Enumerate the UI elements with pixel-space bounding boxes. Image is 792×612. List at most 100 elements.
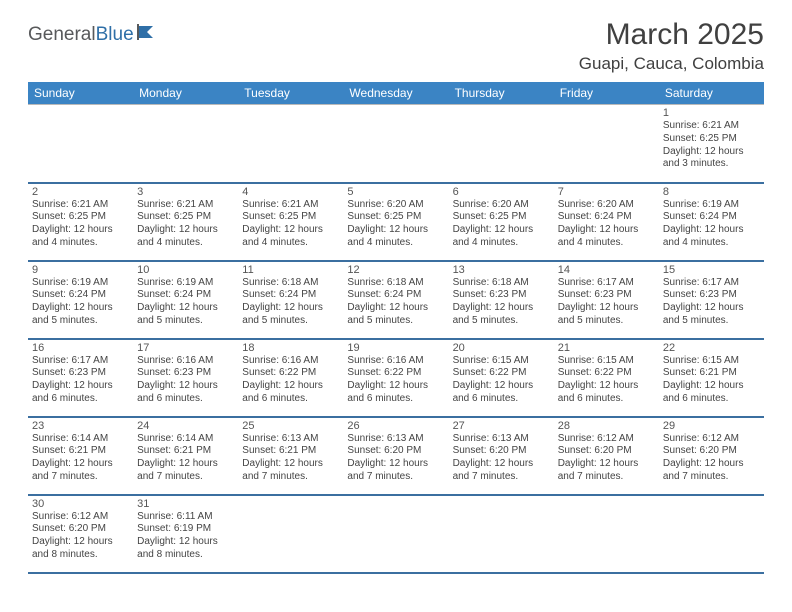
day-number: 20 [453, 342, 550, 354]
day-details: Sunrise: 6:12 AMSunset: 6:20 PMDaylight:… [32, 511, 129, 562]
day-number: 26 [347, 420, 444, 432]
day-number: 21 [558, 342, 655, 354]
calendar-cell: 27Sunrise: 6:13 AMSunset: 6:20 PMDayligh… [449, 417, 554, 495]
day-number: 7 [558, 186, 655, 198]
day-header: Tuesday [238, 82, 343, 105]
day-number: 15 [663, 264, 760, 276]
day-details: Sunrise: 6:11 AMSunset: 6:19 PMDaylight:… [137, 511, 234, 562]
day-details: Sunrise: 6:20 AMSunset: 6:24 PMDaylight:… [558, 199, 655, 250]
day-number: 4 [242, 186, 339, 198]
day-details: Sunrise: 6:18 AMSunset: 6:24 PMDaylight:… [347, 277, 444, 328]
day-number: 5 [347, 186, 444, 198]
day-details: Sunrise: 6:20 AMSunset: 6:25 PMDaylight:… [453, 199, 550, 250]
day-details: Sunrise: 6:15 AMSunset: 6:21 PMDaylight:… [663, 355, 760, 406]
location: Guapi, Cauca, Colombia [579, 54, 764, 74]
calendar-cell: 30Sunrise: 6:12 AMSunset: 6:20 PMDayligh… [28, 495, 133, 573]
day-number: 8 [663, 186, 760, 198]
day-number: 11 [242, 264, 339, 276]
day-header: Monday [133, 82, 238, 105]
month-title: March 2025 [579, 18, 764, 52]
day-details: Sunrise: 6:12 AMSunset: 6:20 PMDaylight:… [663, 433, 760, 484]
calendar-cell: 21Sunrise: 6:15 AMSunset: 6:22 PMDayligh… [554, 339, 659, 417]
calendar-cell [28, 105, 133, 183]
day-details: Sunrise: 6:13 AMSunset: 6:20 PMDaylight:… [347, 433, 444, 484]
day-number: 9 [32, 264, 129, 276]
flag-icon [137, 24, 159, 46]
calendar-cell: 26Sunrise: 6:13 AMSunset: 6:20 PMDayligh… [343, 417, 448, 495]
day-details: Sunrise: 6:18 AMSunset: 6:24 PMDaylight:… [242, 277, 339, 328]
day-number: 30 [32, 498, 129, 510]
day-details: Sunrise: 6:12 AMSunset: 6:20 PMDaylight:… [558, 433, 655, 484]
calendar-cell [133, 105, 238, 183]
day-details: Sunrise: 6:20 AMSunset: 6:25 PMDaylight:… [347, 199, 444, 250]
calendar-body: 1Sunrise: 6:21 AMSunset: 6:25 PMDaylight… [28, 105, 764, 573]
day-number: 23 [32, 420, 129, 432]
calendar-cell: 19Sunrise: 6:16 AMSunset: 6:22 PMDayligh… [343, 339, 448, 417]
day-details: Sunrise: 6:21 AMSunset: 6:25 PMDaylight:… [32, 199, 129, 250]
logo-text-blue: Blue [96, 24, 134, 46]
day-number: 12 [347, 264, 444, 276]
day-details: Sunrise: 6:13 AMSunset: 6:20 PMDaylight:… [453, 433, 550, 484]
calendar-cell: 4Sunrise: 6:21 AMSunset: 6:25 PMDaylight… [238, 183, 343, 261]
calendar-cell: 13Sunrise: 6:18 AMSunset: 6:23 PMDayligh… [449, 261, 554, 339]
day-number: 16 [32, 342, 129, 354]
title-block: March 2025 Guapi, Cauca, Colombia [579, 18, 764, 74]
day-details: Sunrise: 6:21 AMSunset: 6:25 PMDaylight:… [663, 120, 760, 171]
calendar-cell: 1Sunrise: 6:21 AMSunset: 6:25 PMDaylight… [659, 105, 764, 183]
calendar-cell: 3Sunrise: 6:21 AMSunset: 6:25 PMDaylight… [133, 183, 238, 261]
calendar-cell [554, 495, 659, 573]
calendar-cell: 10Sunrise: 6:19 AMSunset: 6:24 PMDayligh… [133, 261, 238, 339]
day-details: Sunrise: 6:19 AMSunset: 6:24 PMDaylight:… [137, 277, 234, 328]
calendar-cell: 31Sunrise: 6:11 AMSunset: 6:19 PMDayligh… [133, 495, 238, 573]
calendar-cell [238, 105, 343, 183]
calendar-cell [238, 495, 343, 573]
day-number: 2 [32, 186, 129, 198]
calendar-cell: 23Sunrise: 6:14 AMSunset: 6:21 PMDayligh… [28, 417, 133, 495]
calendar-cell: 8Sunrise: 6:19 AMSunset: 6:24 PMDaylight… [659, 183, 764, 261]
header: GeneralBlue March 2025 Guapi, Cauca, Col… [28, 18, 764, 74]
day-number: 19 [347, 342, 444, 354]
calendar-cell: 11Sunrise: 6:18 AMSunset: 6:24 PMDayligh… [238, 261, 343, 339]
calendar-cell: 20Sunrise: 6:15 AMSunset: 6:22 PMDayligh… [449, 339, 554, 417]
calendar-cell: 28Sunrise: 6:12 AMSunset: 6:20 PMDayligh… [554, 417, 659, 495]
calendar-cell: 25Sunrise: 6:13 AMSunset: 6:21 PMDayligh… [238, 417, 343, 495]
day-details: Sunrise: 6:16 AMSunset: 6:22 PMDaylight:… [347, 355, 444, 406]
day-details: Sunrise: 6:16 AMSunset: 6:22 PMDaylight:… [242, 355, 339, 406]
logo-text-gray: General [28, 24, 96, 46]
day-number: 6 [453, 186, 550, 198]
day-details: Sunrise: 6:17 AMSunset: 6:23 PMDaylight:… [663, 277, 760, 328]
day-details: Sunrise: 6:14 AMSunset: 6:21 PMDaylight:… [32, 433, 129, 484]
day-number: 25 [242, 420, 339, 432]
calendar-cell [343, 105, 448, 183]
calendar-cell: 5Sunrise: 6:20 AMSunset: 6:25 PMDaylight… [343, 183, 448, 261]
calendar-cell: 18Sunrise: 6:16 AMSunset: 6:22 PMDayligh… [238, 339, 343, 417]
calendar-cell [343, 495, 448, 573]
calendar-page: GeneralBlue March 2025 Guapi, Cauca, Col… [0, 0, 792, 592]
day-details: Sunrise: 6:21 AMSunset: 6:25 PMDaylight:… [242, 199, 339, 250]
day-number: 29 [663, 420, 760, 432]
day-number: 31 [137, 498, 234, 510]
calendar-cell: 17Sunrise: 6:16 AMSunset: 6:23 PMDayligh… [133, 339, 238, 417]
calendar-cell: 12Sunrise: 6:18 AMSunset: 6:24 PMDayligh… [343, 261, 448, 339]
calendar-cell: 29Sunrise: 6:12 AMSunset: 6:20 PMDayligh… [659, 417, 764, 495]
logo: GeneralBlue [28, 24, 159, 46]
calendar-cell: 16Sunrise: 6:17 AMSunset: 6:23 PMDayligh… [28, 339, 133, 417]
calendar-cell [554, 105, 659, 183]
day-number: 10 [137, 264, 234, 276]
day-number: 22 [663, 342, 760, 354]
day-number: 28 [558, 420, 655, 432]
day-details: Sunrise: 6:13 AMSunset: 6:21 PMDaylight:… [242, 433, 339, 484]
day-header: Friday [554, 82, 659, 105]
calendar-cell [659, 495, 764, 573]
day-header: Thursday [449, 82, 554, 105]
calendar-cell: 14Sunrise: 6:17 AMSunset: 6:23 PMDayligh… [554, 261, 659, 339]
day-details: Sunrise: 6:16 AMSunset: 6:23 PMDaylight:… [137, 355, 234, 406]
calendar-cell: 15Sunrise: 6:17 AMSunset: 6:23 PMDayligh… [659, 261, 764, 339]
day-number: 24 [137, 420, 234, 432]
day-details: Sunrise: 6:17 AMSunset: 6:23 PMDaylight:… [558, 277, 655, 328]
day-number: 27 [453, 420, 550, 432]
day-number: 1 [663, 107, 760, 119]
day-number: 14 [558, 264, 655, 276]
day-details: Sunrise: 6:18 AMSunset: 6:23 PMDaylight:… [453, 277, 550, 328]
calendar-head: SundayMondayTuesdayWednesdayThursdayFrid… [28, 82, 764, 105]
